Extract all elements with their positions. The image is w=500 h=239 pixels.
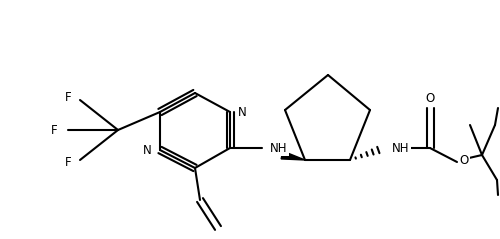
Text: F: F <box>66 157 72 169</box>
Text: O: O <box>426 92 434 104</box>
Text: NH: NH <box>392 141 409 154</box>
Text: F: F <box>66 91 72 103</box>
Text: NH: NH <box>270 141 287 154</box>
Text: N: N <box>144 143 152 157</box>
Polygon shape <box>281 151 305 160</box>
Text: F: F <box>52 124 58 136</box>
Text: N: N <box>238 105 247 119</box>
Text: O: O <box>460 153 468 167</box>
